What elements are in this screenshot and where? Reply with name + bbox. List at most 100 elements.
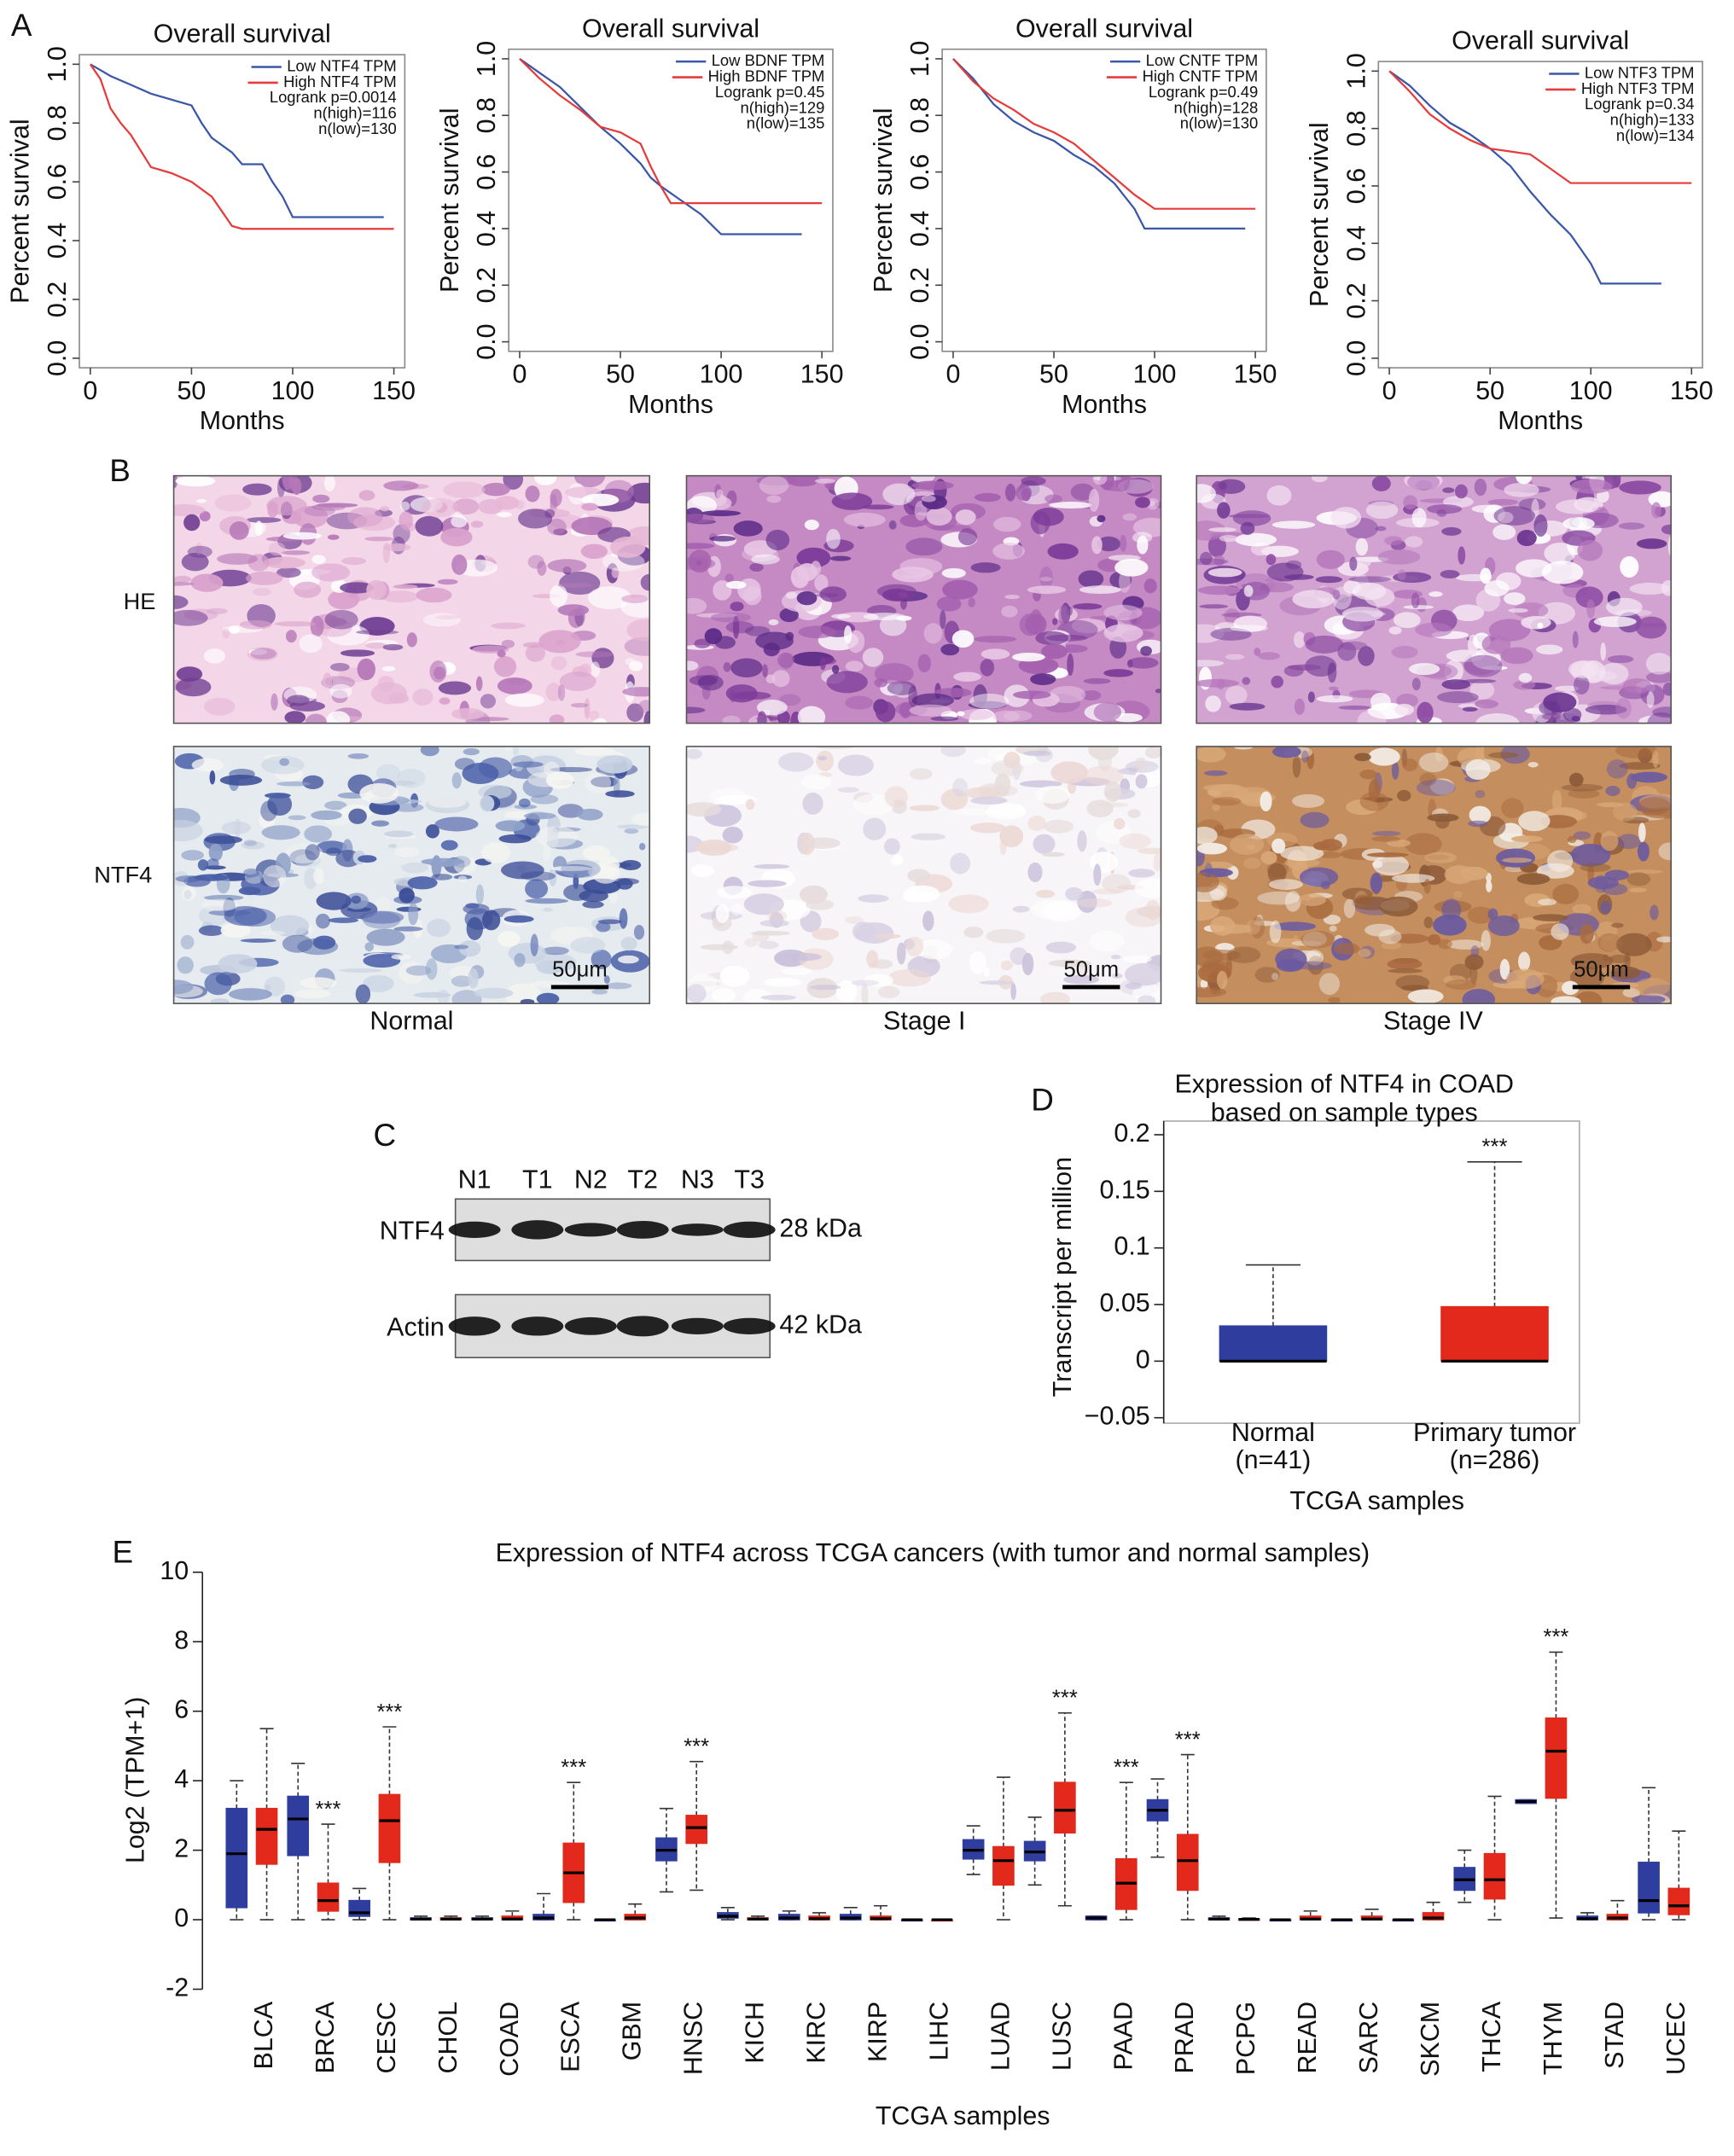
tissue-blob [1568,772,1584,787]
tissue-blob [217,553,259,565]
tissue-blob [1630,771,1668,783]
tissue-blob [1600,830,1619,851]
tissue-blob [1039,991,1071,1004]
tissue-blob [177,956,194,974]
tissue-blob [1044,819,1074,834]
tissue-blob [1271,520,1316,529]
y-tick-label: 0 [174,1903,189,1932]
tissue-blob [324,800,347,811]
tissue-blob [576,808,603,821]
tissue-blob [1058,605,1070,626]
tissue-blob [1504,592,1526,606]
tissue-blob [504,746,519,752]
tissue-blob [1226,946,1261,963]
histology-image [1196,475,1672,724]
tissue-blob [1470,945,1480,957]
tissue-blob [861,504,894,510]
tissue-blob [1359,792,1389,811]
blot-band [616,1316,669,1337]
tissue-blob [816,750,835,771]
tissue-blob [1235,532,1277,547]
tissue-blob [1634,977,1670,997]
tissue-blob [304,505,335,517]
tissue-blob [1122,513,1137,521]
tissue-blob [626,619,650,642]
tissue-blob [704,628,723,645]
tissue-blob [1647,712,1672,724]
y-tick-label: 0 [1136,1345,1150,1374]
tissue-blob [1600,901,1611,915]
tissue-blob [1358,646,1375,666]
tissue-blob [1419,772,1437,787]
tissue-blob [697,674,724,691]
tissue-blob [1023,750,1051,757]
chart-title: Expression of NTF4 across TCGA cancers (… [496,1538,1370,1567]
significance: *** [1175,1728,1201,1752]
tissue-blob [690,864,714,878]
tissue-blob [259,930,285,936]
tissue-blob [754,863,790,869]
tissue-blob [1015,485,1032,501]
tissue-blob [1155,689,1161,694]
row-label: HE [124,588,156,614]
blot-row-label: Actin [387,1313,445,1342]
x-tick-label: SKCM [1416,2002,1445,2077]
tissue-blob [374,897,391,915]
tissue-blob [518,508,553,529]
tissue-blob [1541,561,1584,584]
box [225,1807,248,1909]
tissue-blob [1464,954,1484,970]
tissue-blob [1127,657,1159,669]
tissue-blob [425,824,439,839]
tissue-blob [585,772,612,793]
tissue-blob [940,788,969,811]
tissue-blob [1143,578,1157,594]
tissue-blob [276,567,301,578]
blot-band [511,1220,564,1240]
tissue-blob [363,953,401,968]
tissue-blob [1568,788,1600,799]
tissue-blob [1033,834,1056,854]
tissue-blob [686,514,715,524]
x-tick-label: 0 [83,376,97,405]
tissue-blob [300,977,337,989]
tissue-blob [1001,605,1018,618]
tissue-blob [204,972,232,996]
tissue-blob [893,683,914,698]
tissue-blob [481,482,510,497]
tissue-blob [1402,758,1418,771]
tissue-blob [696,613,738,618]
image-border [1196,746,1673,1004]
tissue-blob [1622,816,1650,824]
tissue-blob [911,480,954,491]
y-tick-label: -2 [166,1973,189,2002]
tissue-blob [725,580,747,590]
tissue-blob [619,908,628,929]
tissue-blob [468,968,479,989]
tissue-blob [181,552,209,572]
tissue-blob [1047,543,1079,560]
tissue-blob [1103,781,1122,802]
tissue-blob [183,514,201,532]
tissue-blob [722,826,743,844]
tissue-blob [387,844,398,849]
y-tick-label: 0.8 [1341,110,1370,146]
tissue-blob [686,748,702,759]
tissue-blob [282,934,313,953]
tissue-blob [1393,612,1421,629]
tissue-blob [504,693,544,707]
tissue-blob [431,874,453,880]
tissue-blob [1300,930,1335,949]
tissue-blob [1232,510,1271,526]
tissue-blob [1629,582,1670,595]
tissue-blob [730,658,763,678]
tissue-blob [830,613,851,619]
survival-curve [519,58,823,205]
tissue-blob [1607,655,1634,664]
tissue-blob [1083,677,1111,684]
tissue-blob [1667,535,1672,557]
tissue-blob [596,921,611,933]
tissue-blob [1091,536,1103,555]
tissue-blob [1510,835,1544,843]
tissue-blob [1340,641,1368,651]
